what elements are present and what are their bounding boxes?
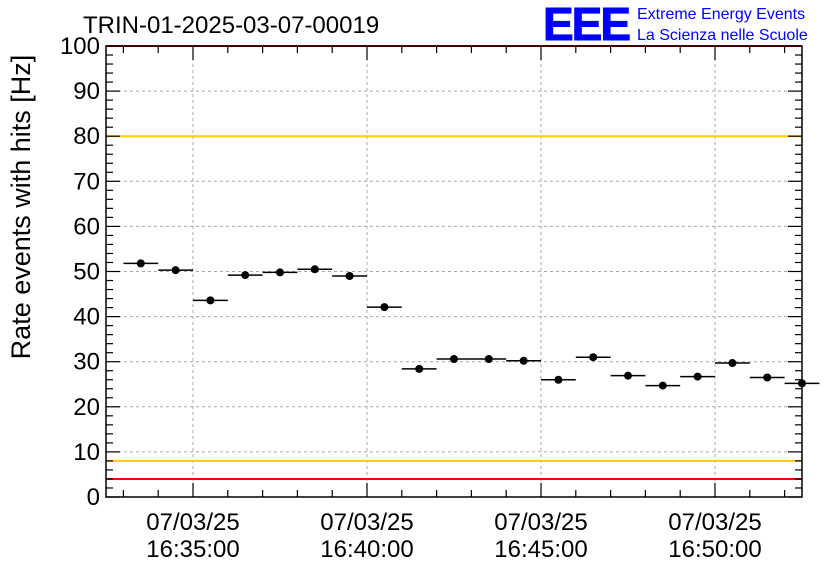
x-tick-labels: 07/03/2516:35:0007/03/2516:40:0007/03/25… xyxy=(146,509,761,563)
y-tick-label: 90 xyxy=(73,78,100,105)
x-tick-label-date: 07/03/25 xyxy=(494,509,587,536)
data-point xyxy=(693,372,702,381)
data-point xyxy=(415,364,424,373)
eee-logo-mark: EEE xyxy=(543,0,629,50)
y-tick-label: 30 xyxy=(73,349,100,376)
data-points xyxy=(123,259,820,390)
eee-logo: EEE Extreme Energy Events La Scienza nel… xyxy=(543,0,808,51)
x-tick-label-time: 16:40:00 xyxy=(320,536,413,563)
data-point xyxy=(345,272,354,281)
data-point xyxy=(554,375,563,384)
eee-logo-line2: La Scienza nelle Scuole xyxy=(637,27,808,44)
y-tick-label: 60 xyxy=(73,213,100,240)
data-point xyxy=(241,271,250,280)
x-tick-label-time: 16:35:00 xyxy=(146,536,239,563)
data-point xyxy=(380,303,389,312)
data-point xyxy=(136,259,145,268)
data-point xyxy=(658,381,667,390)
y-tick-label: 80 xyxy=(73,123,100,150)
data-point xyxy=(450,354,458,363)
x-tick-label-time: 16:50:00 xyxy=(668,536,761,563)
data-point xyxy=(206,296,215,305)
data-point xyxy=(728,359,737,368)
data-point xyxy=(798,379,806,388)
y-tick-label: 40 xyxy=(73,304,100,331)
data-point xyxy=(589,353,598,362)
data-point xyxy=(484,354,493,363)
data-point xyxy=(519,356,528,365)
x-tick-label-date: 07/03/25 xyxy=(320,509,413,536)
y-tick-label: 70 xyxy=(73,168,100,195)
x-tick-label-date: 07/03/25 xyxy=(668,509,761,536)
data-point xyxy=(276,268,284,277)
chart-title: TRIN-01-2025-03-07-00019 xyxy=(83,12,379,39)
axes xyxy=(105,45,803,498)
y-tick-label: 50 xyxy=(73,259,100,286)
data-point xyxy=(171,266,180,275)
data-point xyxy=(763,373,772,382)
eee-logo-line1: Extreme Energy Events xyxy=(637,6,805,23)
x-tick-label-time: 16:45:00 xyxy=(494,536,587,563)
data-point xyxy=(310,265,319,274)
y-tick-label: 100 xyxy=(60,33,100,60)
y-tick-label: 0 xyxy=(87,484,100,511)
y-tick-labels: 0 10 20 30 40 50 60 70 80 90 100 xyxy=(60,33,100,511)
x-tick-label-date: 07/03/25 xyxy=(146,509,239,536)
y-tick-label: 10 xyxy=(73,439,100,466)
data-point xyxy=(624,371,632,380)
y-axis-label: Rate events with hits [Hz] xyxy=(6,55,36,360)
y-tick-label: 20 xyxy=(73,394,100,421)
